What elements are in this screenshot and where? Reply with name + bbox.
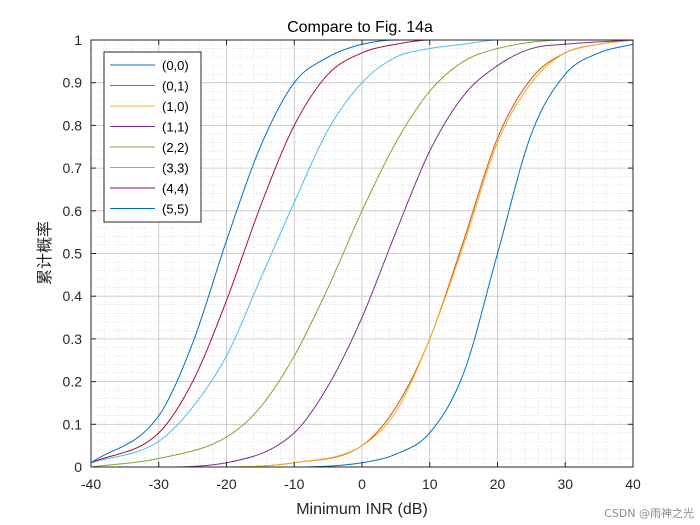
x-axis: -40 -30 -20 -10 0 10 20 30 40 bbox=[81, 40, 641, 492]
legend-label-0: (0,0) bbox=[162, 58, 189, 73]
legend: (0,0) (0,1) (1,0) (1,1) (2,2) (3,3) (4,4) (5,5) bbox=[103, 51, 202, 223]
x-tick-label: -10 bbox=[284, 476, 304, 492]
x-tick-label: -20 bbox=[216, 476, 236, 492]
x-tick-label: -30 bbox=[149, 476, 169, 492]
series-line-5 bbox=[90, 39, 566, 464]
y-tick-label: 1 bbox=[74, 32, 82, 48]
legend-label-1: (0,1) bbox=[162, 79, 189, 94]
legend-label-3: (1,1) bbox=[162, 120, 189, 135]
chart-title: Compare to Fig. 14a bbox=[287, 19, 433, 36]
x-tick-label: 20 bbox=[490, 476, 506, 492]
y-tick-label: 0.4 bbox=[63, 288, 83, 304]
y-tick-label: 0.3 bbox=[63, 331, 83, 347]
legend-label-5: (3,3) bbox=[162, 161, 189, 176]
series-line-6 bbox=[90, 39, 498, 464]
y-tick-label: 0.8 bbox=[63, 117, 83, 133]
x-tick-label: 10 bbox=[422, 476, 438, 492]
legend-box bbox=[103, 51, 202, 223]
y-axis-label: 累计概率 bbox=[36, 221, 54, 285]
y-tick-label: 0.2 bbox=[63, 374, 83, 390]
y-tick-label: 0.5 bbox=[63, 246, 83, 262]
y-tick-label: 0 bbox=[74, 459, 82, 475]
y-axis: 0 0.1 0.2 0.3 0.4 0.5 0.6 0.7 0.8 0.9 1 bbox=[63, 32, 633, 475]
legend-label-7: (5,5) bbox=[162, 202, 189, 217]
x-tick-label: 0 bbox=[358, 476, 366, 492]
watermark: CSDN @雨神之光 bbox=[604, 507, 694, 520]
legend-label-2: (1,0) bbox=[162, 99, 189, 114]
x-tick-label: 40 bbox=[625, 476, 641, 492]
legend-label-4: (2,2) bbox=[162, 140, 189, 155]
legend-label-6: (4,4) bbox=[162, 181, 189, 196]
y-tick-label: 0.1 bbox=[63, 416, 83, 432]
x-tick-label: -40 bbox=[81, 476, 101, 492]
y-tick-label: 0.6 bbox=[63, 203, 83, 219]
series-line-4 bbox=[90, 39, 633, 468]
x-tick-label: 30 bbox=[557, 476, 573, 492]
x-axis-label: Minimum INR (dB) bbox=[296, 501, 428, 518]
y-tick-label: 0.9 bbox=[63, 75, 83, 91]
y-tick-label: 0.7 bbox=[63, 160, 83, 176]
